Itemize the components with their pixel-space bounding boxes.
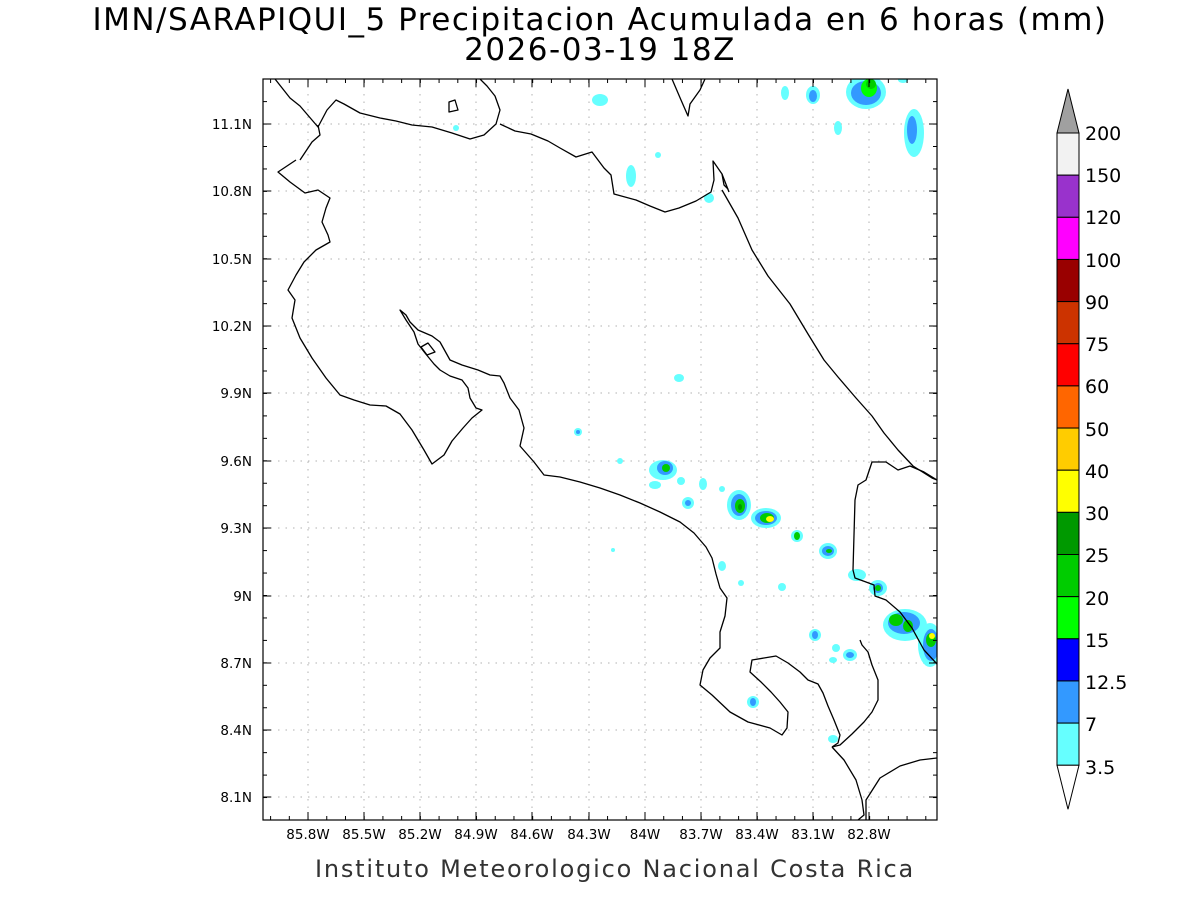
- lon-tick-label: 84.9W: [454, 827, 497, 843]
- map-title: IMN/SARAPIQUI_5 Precipitacion Acumulada …: [92, 2, 1108, 38]
- lon-tick-label: 85.5W: [342, 827, 385, 843]
- lat-tick-label: 11.1N: [212, 117, 252, 133]
- map-timestamp: 2026-03-19 18Z: [464, 32, 736, 68]
- color-legend: 200 150 120 100 90 75 60 50 40 30 25 20 …: [1056, 88, 1127, 810]
- legend-label: 25: [1085, 545, 1109, 567]
- precipitation-shading: [453, 79, 937, 743]
- legend-color-box: [1056, 132, 1080, 176]
- lon-tick-label: 84.3W: [567, 827, 610, 843]
- legend-color-box: [1056, 554, 1080, 598]
- axis-ticks: [263, 79, 937, 820]
- lat-tick-label: 10.2N: [212, 319, 252, 335]
- legend-label: 40: [1085, 461, 1109, 483]
- lat-tick-label: 8.1N: [220, 790, 252, 806]
- legend-color-box: [1056, 427, 1080, 471]
- legend-label: 75: [1085, 334, 1109, 356]
- legend-color-box: [1056, 722, 1080, 766]
- legend-color-box: [1056, 680, 1080, 724]
- lon-tick-label: 82.8W: [847, 827, 890, 843]
- lon-tick-label: 85.8W: [286, 827, 329, 843]
- legend-label: 7: [1085, 714, 1097, 736]
- legend-color-box: [1056, 258, 1080, 303]
- legend-underflow-triangle: [1056, 764, 1080, 810]
- legend-label: 120: [1085, 207, 1121, 229]
- legend-color-box: [1056, 216, 1080, 260]
- legend-color-box: [1056, 511, 1080, 555]
- lon-tick-label: 84.6W: [510, 827, 553, 843]
- credit-footer: Instituto Meteorologico Nacional Costa R…: [314, 855, 916, 883]
- map-gridlines: [263, 79, 937, 820]
- legend-color-box: [1056, 301, 1080, 345]
- coastline-borders: [274, 79, 937, 820]
- legend-label: 15: [1085, 630, 1109, 652]
- legend-color-box: [1056, 385, 1080, 429]
- legend-overflow-triangle: [1056, 88, 1080, 134]
- legend-color-box: [1056, 343, 1080, 387]
- legend-label: 3.5: [1085, 757, 1115, 779]
- legend-label: 90: [1085, 292, 1109, 314]
- lon-tick-label: 83.4W: [735, 827, 778, 843]
- lat-tick-label: 10.5N: [212, 252, 252, 268]
- lat-tick-label: 9.6N: [220, 454, 252, 470]
- legend-label: 200: [1085, 123, 1121, 145]
- lon-tick-label: 83.7W: [679, 827, 722, 843]
- lon-tick-label: 84W: [630, 827, 661, 843]
- legend-color-box: [1056, 469, 1080, 513]
- legend-color-box: [1056, 174, 1080, 218]
- lat-tick-label: 9.3N: [220, 521, 252, 537]
- lat-tick-label: 8.4N: [220, 723, 252, 739]
- legend-label: 60: [1085, 376, 1109, 398]
- lat-tick-label: 9N: [233, 589, 252, 605]
- lat-tick-label: 9.9N: [220, 386, 252, 402]
- lat-tick-label: 8.7N: [220, 656, 252, 672]
- lon-tick-label: 85.2W: [398, 827, 441, 843]
- legend-label: 50: [1085, 419, 1109, 441]
- legend-label: 100: [1085, 250, 1121, 272]
- legend-label: 12.5: [1085, 672, 1127, 694]
- legend-color-box: [1056, 638, 1080, 682]
- legend-label: 20: [1085, 588, 1109, 610]
- lat-tick-label: 10.8N: [212, 184, 252, 200]
- map-frame: [262, 78, 938, 821]
- legend-label: 150: [1085, 165, 1121, 187]
- legend-label: 30: [1085, 503, 1109, 525]
- legend-color-box: [1056, 596, 1080, 640]
- lon-tick-label: 83.1W: [791, 827, 834, 843]
